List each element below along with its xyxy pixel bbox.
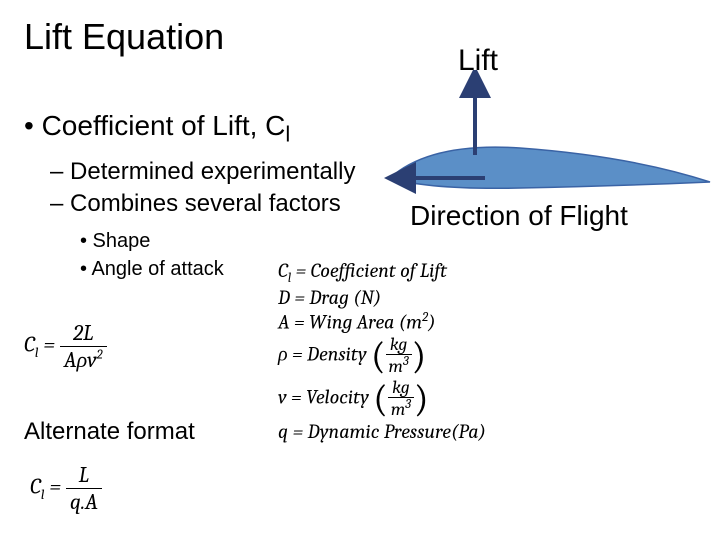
variable-definitions: Cl = Coefficient of Lift D = Drag (N) A …: [278, 258, 486, 445]
sub-bullet-1: – Determined experimentally: [50, 158, 355, 186]
def-d: D = Drag (N): [278, 288, 486, 308]
eq2-fraction: Lq.A: [66, 462, 102, 515]
eq2-equals: =: [44, 474, 65, 500]
sub2-bullet-2: • Angle of attack: [80, 258, 224, 281]
eq1-denominator: Aρv2: [60, 347, 107, 373]
alternate-format-label: Alternate format: [24, 418, 195, 446]
eq1-lhs: C: [24, 332, 35, 358]
def-a: A = Wing Area (m2): [278, 311, 486, 333]
eq2-numerator: L: [66, 462, 102, 489]
main-bullet-subscript: l: [285, 122, 290, 147]
eq1-fraction: 2LAρv2: [60, 320, 107, 373]
eq1-numerator: 2L: [60, 320, 107, 347]
airfoil-diagram: [370, 70, 720, 220]
eq2-denominator: q.A: [66, 489, 102, 515]
equation-primary: Cl = 2LAρv2: [24, 320, 107, 373]
main-bullet: • Coefficient of Lift, Cl: [24, 110, 290, 148]
def-cl: Cl = Coefficient of Lift: [278, 261, 486, 285]
airfoil-shape: [390, 147, 710, 188]
sub2-bullet-1: • Shape: [80, 230, 150, 253]
eq2-lhs: C: [30, 474, 41, 500]
main-bullet-text: • Coefficient of Lift, C: [24, 110, 285, 141]
def-rho: ρ = Density (kgm3): [278, 336, 486, 376]
def-v: v = Velocity (kgm3): [278, 379, 486, 419]
eq1-equals: =: [38, 332, 59, 358]
def-q: q = Dynamic Pressure(Pa): [278, 422, 486, 442]
equation-alternate: Cl = Lq.A: [30, 462, 102, 515]
slide-title: Lift Equation: [24, 16, 224, 58]
sub-bullet-2: – Combines several factors: [50, 190, 341, 218]
